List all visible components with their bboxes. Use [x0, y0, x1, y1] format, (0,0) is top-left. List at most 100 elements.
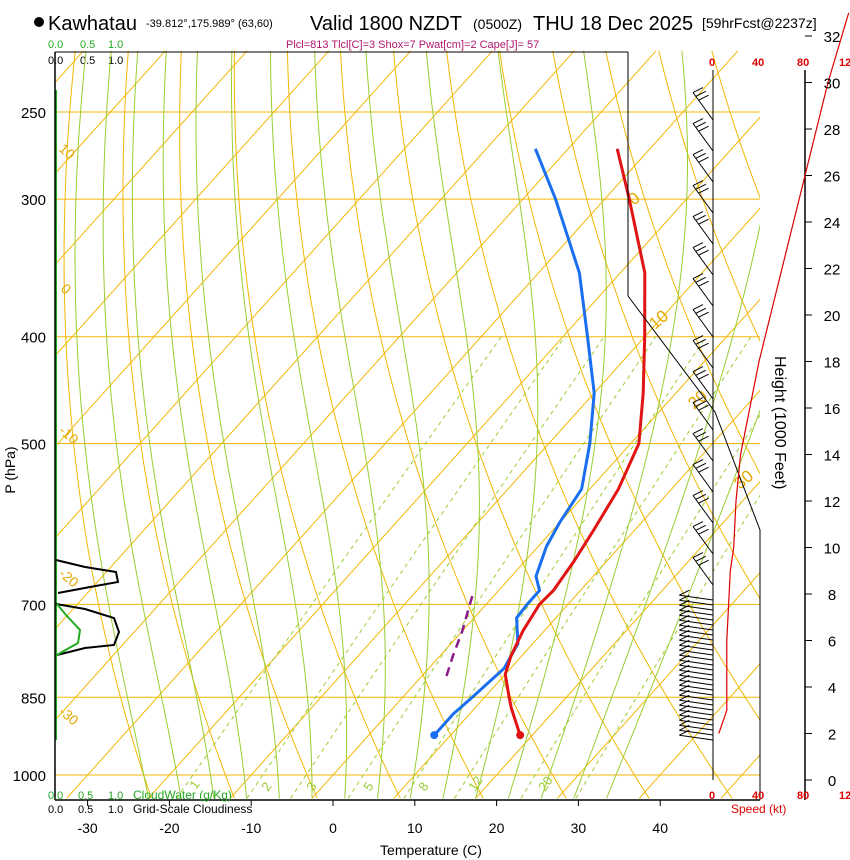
isotherm-line [55, 50, 248, 266]
wind-barb-feather [698, 497, 709, 504]
dry-adiabat-line [499, 50, 760, 721]
height-tick-label: 10 [824, 541, 841, 558]
wind-barb [692, 211, 714, 245]
wind-barb-staff [679, 609, 714, 616]
wind-barb [679, 669, 714, 681]
cloud-scale-bottom: 0.0 0.5 1.0 CloudWater (g/Kg) 0.0 0.5 1.… [48, 788, 252, 816]
wind-barb-feather [698, 249, 709, 256]
wind-barb-staff [692, 123, 714, 152]
wind-barb-staff [679, 659, 714, 666]
cloudiness-tick: 0.5 [80, 55, 95, 67]
wind-barb-staff [679, 714, 714, 721]
wind-barb [692, 87, 714, 121]
wind-barb-feather [679, 589, 690, 596]
mixing-ratio-lines [176, 336, 760, 799]
cloudwater-tick: 0.0 [48, 39, 63, 51]
wind-barb-staff [679, 624, 714, 631]
wind-barb [692, 552, 714, 586]
temperature-tick-label: 10 [407, 820, 423, 836]
pressure-tick-label: 500 [21, 436, 46, 453]
height-tick-label: 22 [824, 262, 841, 279]
speed-tick-bottom: 0 [709, 790, 715, 802]
height-tick-label: 14 [824, 448, 841, 465]
wind-barb-staff [679, 644, 714, 651]
wind-barb [679, 639, 714, 651]
moist-adiabat-line [475, 50, 539, 799]
moist-adiabat-line [270, 50, 348, 799]
wind-barb-staff [679, 614, 714, 621]
wind-barb-staff [679, 704, 714, 711]
dry-adiabat-line [233, 50, 401, 799]
valid-date: THU 18 Dec 2025 [533, 13, 693, 35]
wind-barb [679, 674, 714, 686]
mixing-ratio-line [347, 336, 657, 799]
mixing-ratio-labels: 1 2 3 5 8 12 20 [186, 773, 556, 793]
wind-barb [679, 644, 714, 656]
pressure-tick-label: 400 [21, 330, 46, 347]
isotherm-line [55, 50, 330, 357]
mixing-ratio-line [454, 336, 752, 799]
wind-barb-feather [692, 118, 704, 124]
speed-tick-top: 12 [839, 57, 850, 69]
temperature-tick-label: 0 [329, 820, 337, 836]
dry-adiabat-line [393, 50, 650, 799]
wind-barb-feather [698, 187, 709, 194]
wind-barb-feather [695, 338, 707, 345]
wind-barb-staff [679, 649, 714, 656]
height-tick-label: 4 [828, 680, 836, 697]
height-tick-label: 0 [828, 773, 836, 790]
wind-barb-feather [698, 342, 709, 349]
dry-adiabat-line [179, 50, 318, 799]
temperature-tick-label: 20 [489, 820, 505, 836]
wind-barb-staff [692, 371, 714, 400]
wind-barb [679, 589, 714, 601]
wind-barb-feather [695, 307, 707, 314]
wind-barb [679, 604, 714, 616]
mixing-ratio-line [520, 414, 760, 799]
wind-barb-staff [679, 719, 714, 726]
temperature-tick-label: -10 [241, 820, 261, 836]
wind-barb [679, 679, 714, 691]
cloudiness-trace [55, 559, 120, 594]
wind-barb [692, 428, 714, 462]
wind-barb [679, 694, 714, 706]
cloudwater-tick: 1.0 [108, 790, 123, 802]
station-coords: -39.812°,175.989° (63,60) [146, 18, 273, 30]
cloudwater-tick: 0.5 [80, 39, 95, 51]
height-axis-label: Height (1000 Feet) [771, 356, 788, 489]
wind-barb [679, 629, 714, 641]
isotherm-line [638, 663, 760, 799]
wind-barb-staff [692, 526, 714, 555]
height-tick-label: 6 [828, 634, 836, 651]
speed-tick-top: 40 [752, 57, 764, 69]
wind-barb-feather [692, 149, 704, 155]
wind-barb-feather [698, 125, 709, 132]
wind-barb-feather [692, 242, 704, 248]
wind-barb-feather [692, 521, 704, 527]
wind-speed-line [718, 12, 850, 734]
isotherm-line [0, 51, 2, 799]
isotherm-line [557, 572, 760, 799]
moist-adiabat-line [573, 223, 760, 799]
cloudwater-label: CloudWater (g/Kg) [133, 788, 232, 802]
stability-indices: Plcl=813 Tlcl[C]=3 Shox=7 Pwat[cm]=2 Cap… [286, 39, 539, 51]
wind-barb [679, 649, 714, 661]
wind-barb-staff [679, 664, 714, 671]
surface-temperature-point [516, 731, 525, 740]
wind-speed-panel: 0 40 80 12 0 40 80 12 Speed (kt) [709, 12, 850, 816]
wind-barb [692, 304, 714, 338]
wind-barb-feather [695, 90, 707, 97]
moist-adiabat-line [314, 50, 386, 799]
mixing-ratio-label: 8 [415, 779, 431, 794]
mixing-ratio-label: 20 [535, 773, 556, 793]
isotherm-line [311, 298, 760, 799]
wind-barbs [679, 87, 714, 741]
speed-tick-top: 0 [709, 57, 715, 69]
wind-barb-staff [692, 185, 714, 214]
wind-barb [692, 242, 714, 276]
mixing-ratio-line [403, 336, 707, 799]
temperature-tick-label: 30 [571, 820, 587, 836]
